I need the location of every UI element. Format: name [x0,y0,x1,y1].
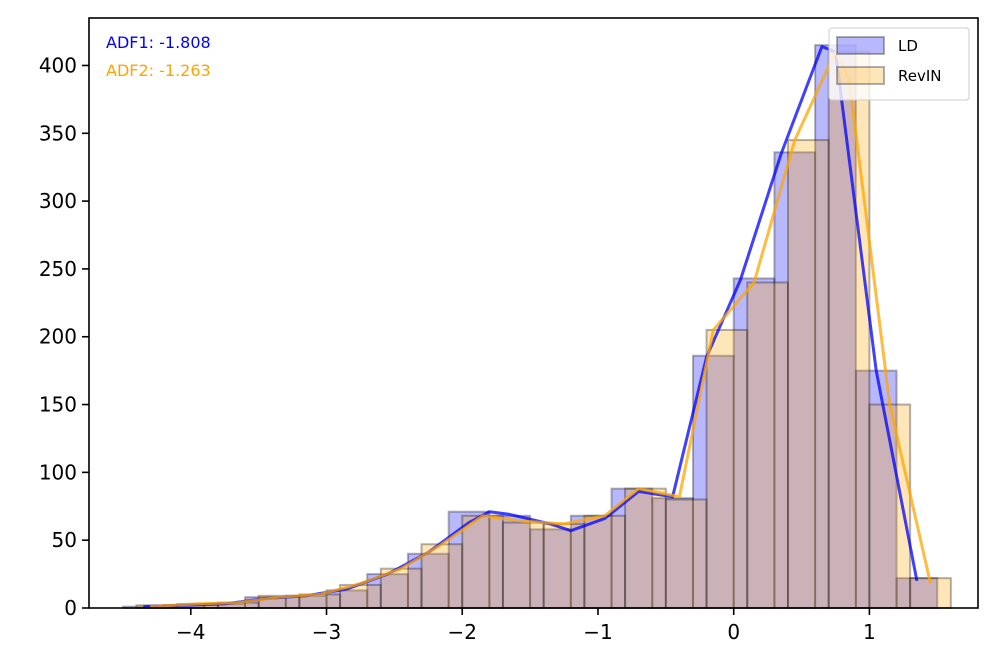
bars-layer [121,44,952,610]
kde-layer [143,44,932,609]
bar-ld-8 [447,510,491,609]
axes-layer: −4 −3 −2 −1 0 1 0 50 100 150 200 250 300 350 400 [39,53,876,644]
x-tick-label-1: −3 [312,620,341,644]
bar-revin-13 [664,498,708,610]
bar-revin-8 [461,514,504,610]
bar-ld-11 [569,514,613,610]
bar-ld-15 [732,277,776,609]
bar-revin-14 [705,328,749,609]
y-tick-label-8: 400 [39,53,77,77]
x-tick-label-5: 1 [863,620,876,644]
y-tick-label-5: 250 [39,257,77,281]
bar-revin-15 [746,281,789,609]
bar-revin-17 [827,50,871,610]
legend-swatch-ld [836,36,885,55]
legend-label-ld: LD [898,37,918,55]
annotations: ADF1: -1.808 ADF2: -1.263 [106,33,211,80]
bar-ld-10 [529,528,572,609]
y-tick-label-7: 350 [39,121,77,145]
bar-revin-9 [501,521,545,609]
y-tick-label-0: 0 [64,596,77,620]
y-tick-label-1: 50 [52,528,77,552]
x-tick-label-4: 0 [727,620,740,644]
bar-revin-11 [583,514,627,610]
y-tick-label-6: 300 [39,189,77,213]
plot-frame [88,17,979,609]
bar-revin-16 [786,139,830,609]
adf2-annotation: ADF2: -1.263 [106,61,211,80]
x-tick-label-3: −1 [583,620,612,644]
x-tick-label-0: −4 [176,620,205,644]
bar-revin-10 [542,522,586,609]
legend-swatch-revin [836,66,885,85]
y-tick-label-3: 150 [39,393,77,417]
kde-line-revin [149,50,932,609]
bar-revin-12 [624,487,667,609]
y-tick-label-4: 200 [39,325,77,349]
legend: LD RevIN [828,27,970,101]
x-tick-label-2: −2 [448,620,477,644]
adf1-annotation: ADF1: -1.808 [106,33,211,52]
y-tick-label-2: 100 [39,460,77,484]
legend-box [828,27,970,101]
legend-label-revin: RevIN [898,67,942,85]
